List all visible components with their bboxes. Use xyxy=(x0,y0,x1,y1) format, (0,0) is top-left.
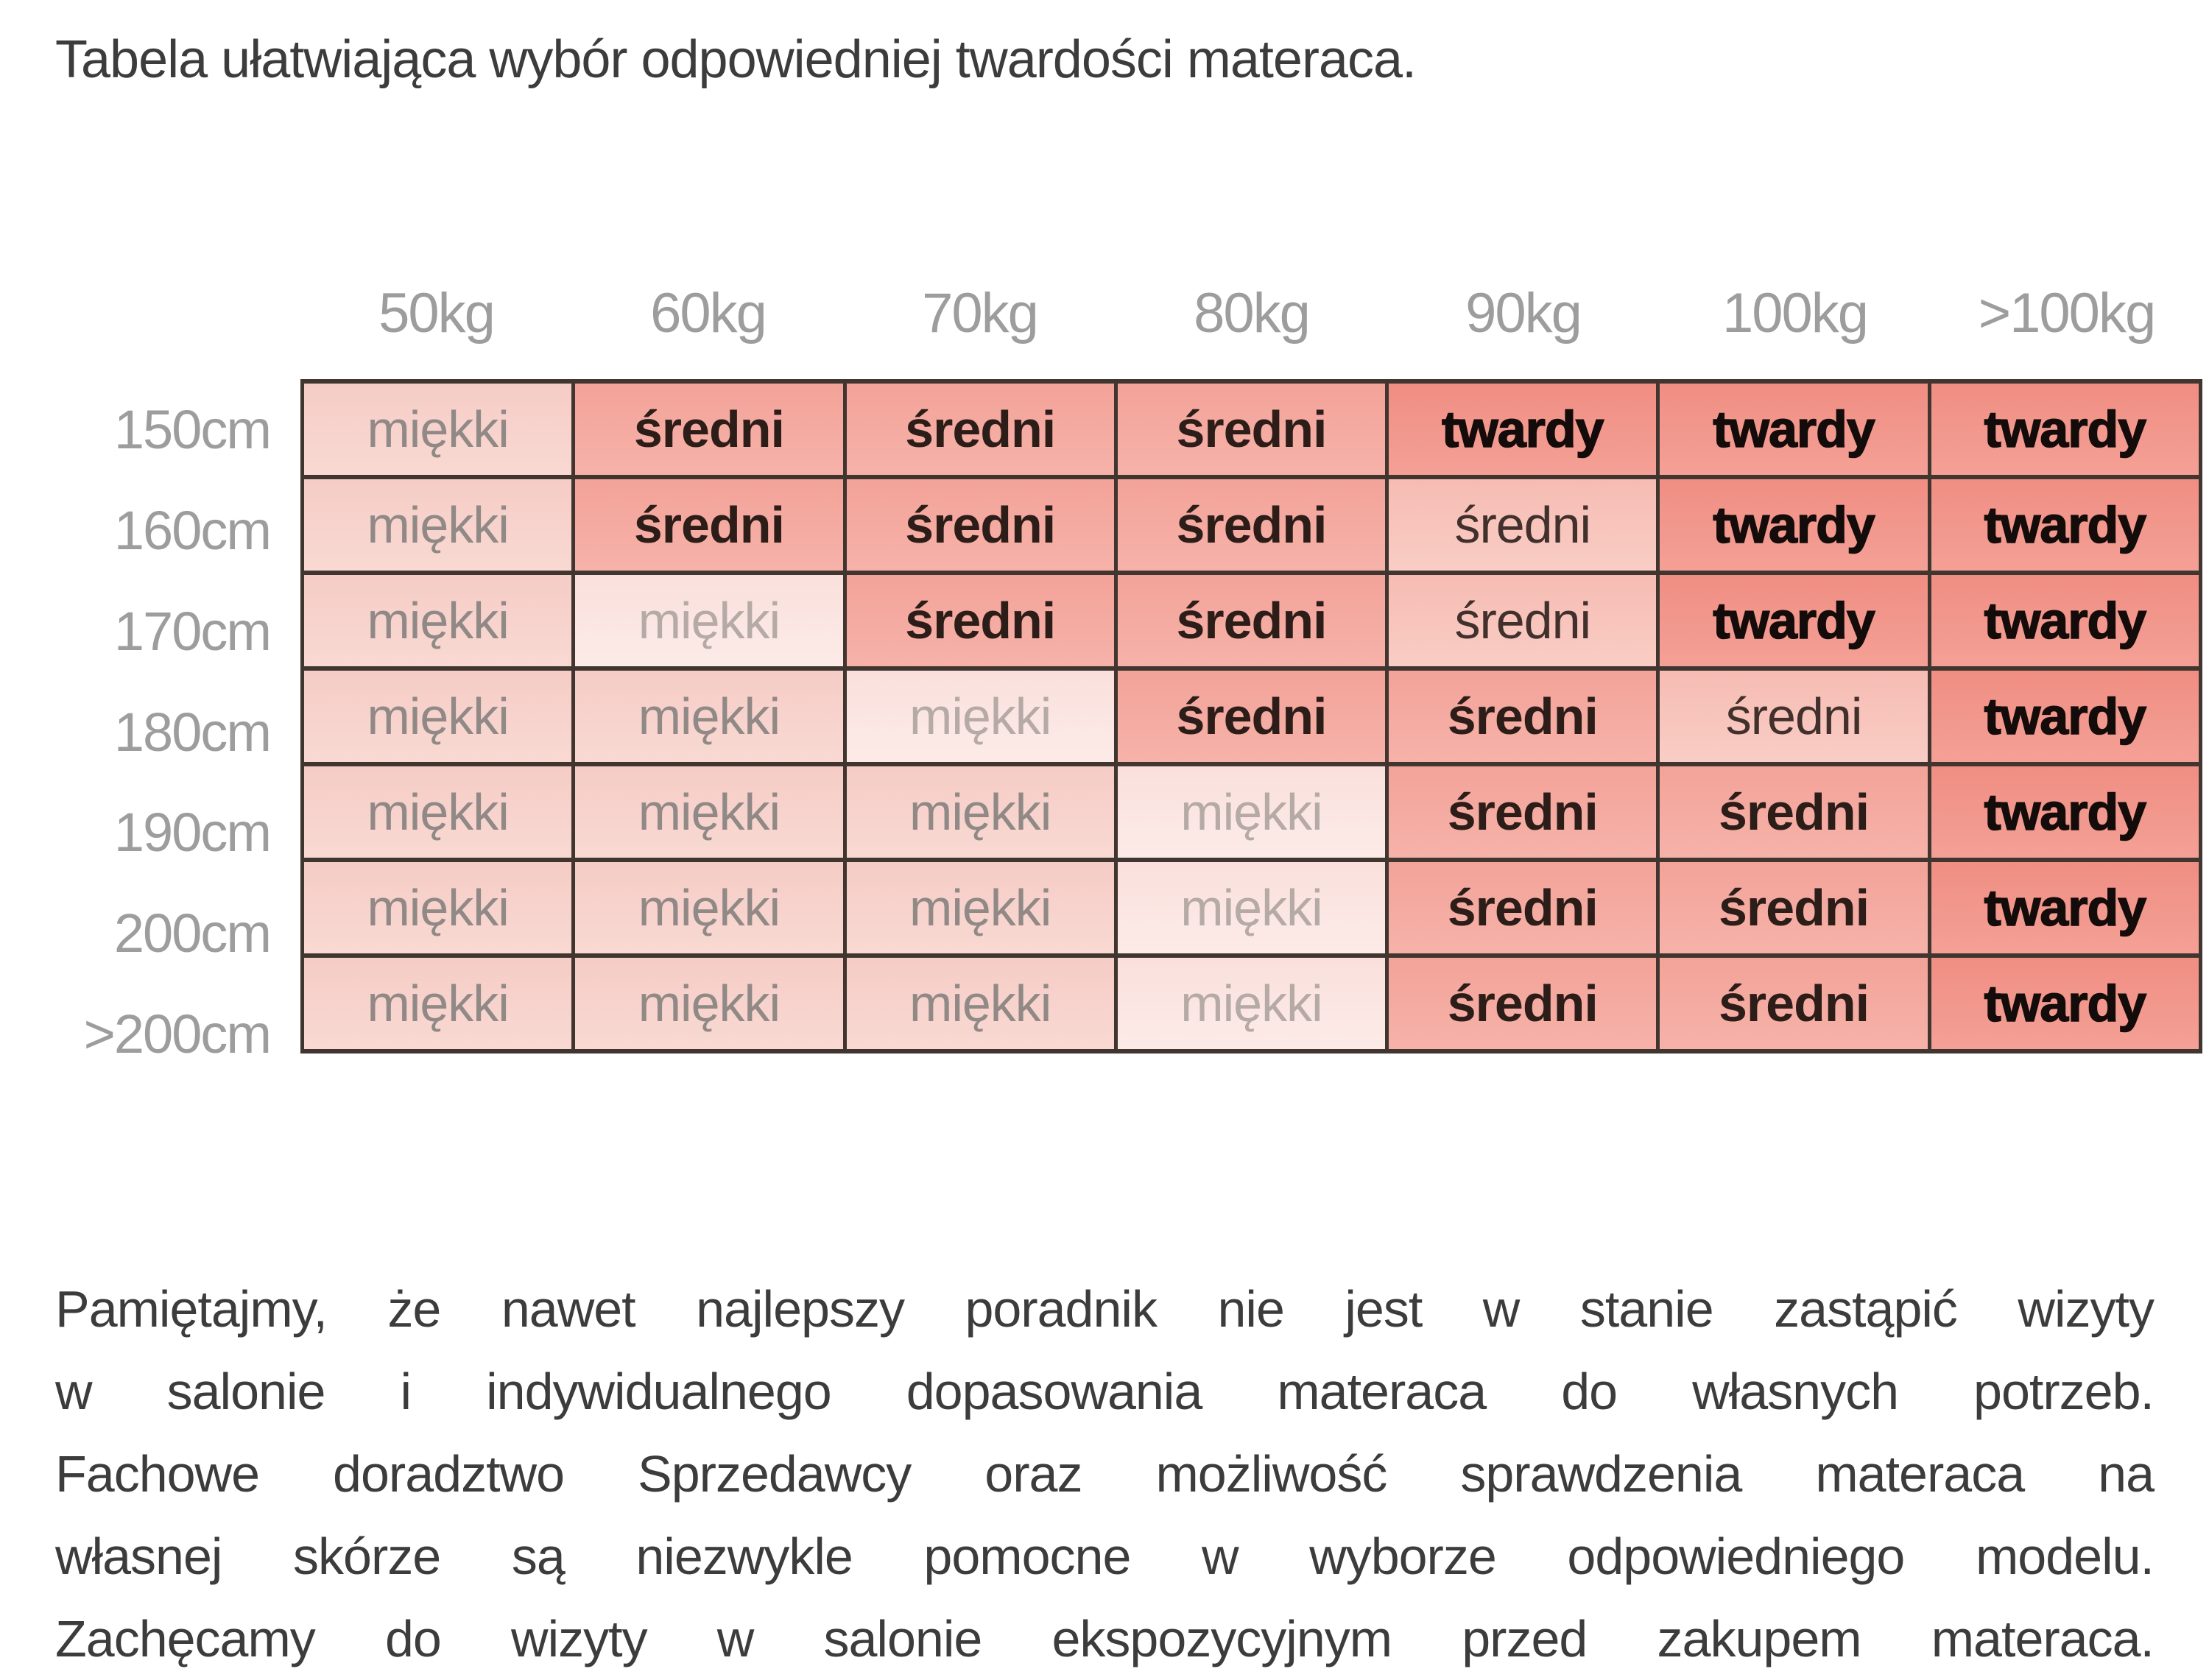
firmness-cell: twardy xyxy=(1656,475,1931,575)
table-row->200cm: miękki miękki miękki miękki średni średni twar… xyxy=(300,953,2203,1053)
firmness-cell: średni xyxy=(842,571,1118,671)
table-row-200cm: miękki miękki miękki miękki średni średni twar… xyxy=(300,858,2203,958)
firmness-cell: miękki xyxy=(1113,953,1389,1053)
footer-line-4: własnej skórze są niezwykle pomocne w wy… xyxy=(55,1528,2155,1585)
firmness-cell: miękki xyxy=(571,953,847,1053)
firmness-table: miękki średni średni średni twardy twardy twar… xyxy=(300,379,2203,1053)
height-label-6: 200cm xyxy=(113,903,272,964)
firmness-cell: twardy xyxy=(1927,953,2203,1053)
firmness-cell: średni xyxy=(1656,858,1931,958)
firmness-cell: twardy xyxy=(1927,571,2203,671)
firmness-cell: średni xyxy=(1385,666,1660,766)
firmness-cell: miękki xyxy=(842,953,1118,1053)
firmness-cell: miękki xyxy=(300,379,576,479)
page-title: Tabela ułatwiająca wybór odpowiedniej tw… xyxy=(55,30,1417,89)
table-row-160cm: miękki średni średni średni średni twardy twar… xyxy=(300,475,2203,575)
firmness-cell: średni xyxy=(1385,475,1660,575)
weight-header-7: >100kg xyxy=(1978,282,2156,345)
weight-header-3: 70kg xyxy=(922,282,1039,345)
firmness-cell: twardy xyxy=(1927,858,2203,958)
footer-paragraph: Pamiętajmy, że nawet najlepszy poradnik … xyxy=(55,1268,2155,1680)
table-row-190cm: miękki miękki miękki miękki średni średni twar… xyxy=(300,762,2203,862)
firmness-cell: miękki xyxy=(842,762,1118,862)
height-label-column: 150cm 160cm 170cm 180cm 190cm 200cm >200cm xyxy=(0,379,291,1084)
weight-header-1: 50kg xyxy=(378,282,496,345)
firmness-cell: średni xyxy=(571,475,847,575)
firmness-cell: średni xyxy=(1113,379,1389,479)
footer-line-3: Fachowe doradztwo Sprzedawcy oraz możliw… xyxy=(55,1445,2155,1503)
firmness-cell: miękki xyxy=(300,475,576,575)
firmness-cell: twardy xyxy=(1656,379,1931,479)
height-label-5: 190cm xyxy=(113,802,272,864)
firmness-cell: średni xyxy=(1113,475,1389,575)
firmness-cell: średni xyxy=(1113,571,1389,671)
firmness-cell: średni xyxy=(842,379,1118,479)
weight-header-5: 90kg xyxy=(1465,282,1582,345)
weight-header-row: 50kg 60kg 70kg 80kg 90kg 100kg >100kg xyxy=(300,281,2202,345)
firmness-cell: miękki xyxy=(842,666,1118,766)
firmness-cell: twardy xyxy=(1927,475,2203,575)
firmness-cell: średni xyxy=(1656,953,1931,1053)
firmness-cell: twardy xyxy=(1927,762,2203,862)
height-label-1: 150cm xyxy=(113,398,272,460)
firmness-cell: średni xyxy=(1656,666,1931,766)
height-label-3: 170cm xyxy=(113,600,272,662)
firmness-cell: średni xyxy=(1385,571,1660,671)
firmness-cell: twardy xyxy=(1656,571,1931,671)
firmness-cell: twardy xyxy=(1385,379,1660,479)
footer-line-5: Zachęcamy do wizyty w salonie ekspozycyj… xyxy=(55,1610,2155,1667)
height-label-2: 160cm xyxy=(113,499,272,561)
firmness-cell: miękki xyxy=(842,858,1118,958)
firmness-cell: miękki xyxy=(300,666,576,766)
weight-header-4: 80kg xyxy=(1194,282,1311,345)
firmness-cell: miękki xyxy=(1113,762,1389,862)
firmness-cell: miękki xyxy=(1113,858,1389,958)
firmness-cell: średni xyxy=(842,475,1118,575)
firmness-cell: średni xyxy=(1113,666,1389,766)
firmness-cell: miękki xyxy=(300,858,576,958)
firmness-cell: średni xyxy=(1385,953,1660,1053)
height-label-4: 180cm xyxy=(113,701,272,763)
weight-header-6: 100kg xyxy=(1722,282,1869,345)
firmness-cell: miękki xyxy=(300,571,576,671)
firmness-cell: miękki xyxy=(571,858,847,958)
firmness-cell: miękki xyxy=(571,762,847,862)
firmness-cell: miękki xyxy=(571,571,847,671)
firmness-cell: miękki xyxy=(300,762,576,862)
firmness-cell: twardy xyxy=(1927,666,2203,766)
weight-header-2: 60kg xyxy=(650,282,767,345)
firmness-cell: średni xyxy=(1385,858,1660,958)
height-label-7: >200cm xyxy=(83,1003,272,1065)
table-row-150cm: miękki średni średni średni twardy twardy twar… xyxy=(300,379,2203,479)
firmness-cell: średni xyxy=(571,379,847,479)
footer-line-1: Pamiętajmy, że nawet najlepszy poradnik … xyxy=(55,1280,2155,1338)
firmness-cell: miękki xyxy=(571,666,847,766)
firmness-cell: miękki xyxy=(300,953,576,1053)
table-row-180cm: miękki miękki miękki średni średni średni twar… xyxy=(300,666,2203,766)
firmness-cell: twardy xyxy=(1927,379,2203,479)
firmness-cell: średni xyxy=(1385,762,1660,862)
footer-line-2: w salonie i indywidualnego dopasowania m… xyxy=(55,1363,2155,1420)
table-row-170cm: miękki miękki średni średni średni twardy twar… xyxy=(300,571,2203,671)
firmness-cell: średni xyxy=(1656,762,1931,862)
